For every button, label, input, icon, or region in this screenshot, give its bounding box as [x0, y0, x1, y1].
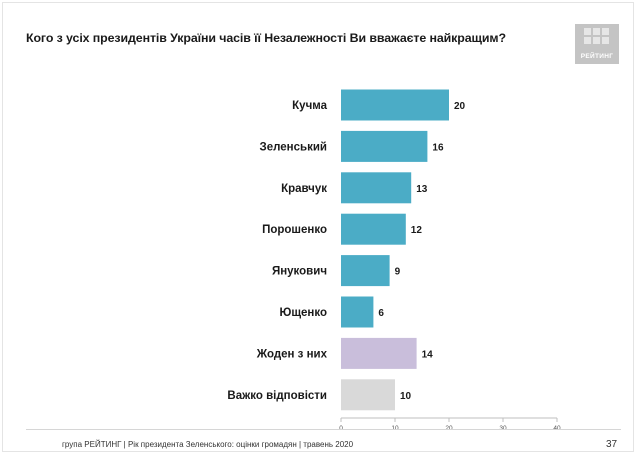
category-label: Кучма [292, 100, 327, 112]
category-label: Зеленський [260, 141, 327, 153]
data-label: 6 [378, 308, 384, 319]
x-tick-label: 10 [391, 425, 399, 432]
bar [341, 172, 412, 204]
category-label: Порошенко [262, 224, 327, 236]
logo-text: РЕЙТИНГ [580, 53, 614, 60]
data-label: 12 [411, 225, 423, 236]
data-label: 13 [416, 184, 428, 195]
x-tick-label: 40 [553, 425, 561, 432]
bar [341, 89, 449, 121]
rating-logo: РЕЙТИНГ [575, 24, 619, 64]
bar [341, 255, 390, 287]
logo-grid-icon [584, 28, 609, 44]
data-label: 10 [400, 391, 412, 402]
page-number: 37 [606, 439, 618, 450]
slide-frame [2, 2, 634, 452]
category-label: Кравчук [281, 183, 327, 195]
x-tick-label: 0 [339, 425, 343, 432]
category-label: Важко відповісти [227, 390, 327, 402]
x-tick-label: 20 [445, 425, 453, 432]
bar [341, 296, 374, 328]
bar [341, 337, 417, 369]
data-label: 20 [454, 101, 466, 112]
data-label: 14 [422, 349, 434, 360]
footer-divider [26, 429, 621, 430]
chart-title: Кого з усіх президентів України часів її… [26, 31, 506, 45]
bar [341, 379, 395, 411]
bar [341, 213, 406, 245]
bar [341, 130, 428, 162]
x-tick-label: 30 [499, 425, 507, 432]
category-label: Жоден з них [256, 348, 328, 360]
footer-text: група РЕЙТИНГ | Рік президента Зеленсько… [62, 440, 354, 449]
data-label: 16 [432, 142, 444, 153]
category-label: Янукович [272, 266, 327, 278]
data-label: 9 [395, 267, 401, 278]
category-label: Ющенко [279, 307, 327, 319]
